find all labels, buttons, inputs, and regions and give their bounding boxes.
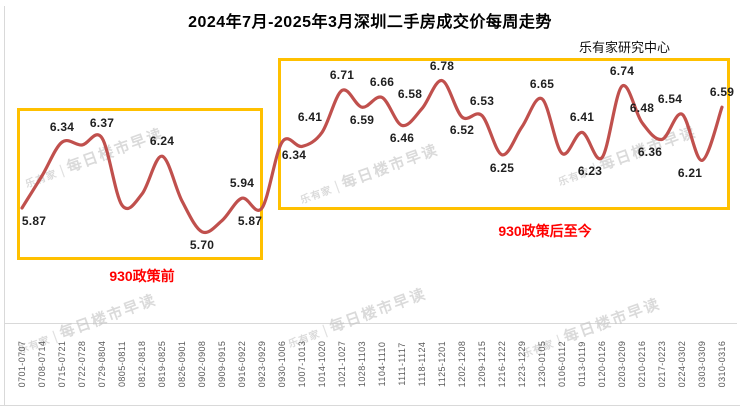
data-label: 6.53	[469, 93, 495, 108]
x-axis-label: 0916-0922	[237, 340, 247, 388]
x-axis-label: 1209-1215	[477, 340, 487, 388]
data-label: 6.23	[577, 163, 603, 178]
x-axis-label: 1007-1013	[297, 340, 307, 388]
data-label: 6.71	[329, 68, 355, 83]
x-axis-label: 0826-0901	[177, 340, 187, 388]
data-label: 6.59	[349, 113, 375, 128]
data-label: 6.65	[529, 76, 555, 91]
data-label: 6.34	[281, 148, 307, 163]
x-axis-label: 0923-0929	[257, 340, 267, 388]
x-axis-label: 0210-0216	[637, 340, 647, 388]
x-axis-label: 0203-0209	[617, 340, 627, 388]
x-axis-label: 1230-0105	[537, 340, 547, 388]
x-axis-label: 1014-1020	[317, 340, 327, 388]
data-label: 5.87	[21, 214, 47, 228]
data-label: 6.41	[297, 110, 323, 125]
x-axis-label: 1104-1110	[377, 341, 387, 387]
data-label: 6.52	[449, 123, 475, 137]
x-axis-label: 0805-0811	[117, 341, 127, 387]
data-label: 6.46	[389, 131, 415, 146]
x-axis-label: 0930-1006	[277, 340, 287, 388]
x-axis-label: 0224-0302	[677, 340, 687, 388]
data-label: 6.37	[89, 116, 115, 130]
chart-source-credit: 乐有家研究中心	[578, 40, 670, 55]
x-axis-label: 0909-0915	[217, 340, 227, 388]
data-label: 6.24	[149, 134, 175, 149]
x-axis-label: 0303-0309	[697, 340, 707, 388]
data-label: 5.94	[229, 176, 255, 191]
x-axis-line	[4, 323, 737, 324]
x-axis-label: 1125-1201	[437, 341, 447, 387]
data-label: 6.34	[49, 120, 75, 135]
data-label: 5.87	[237, 214, 263, 228]
x-axis-label: 0902-0908	[197, 340, 207, 388]
x-axis-label: 0819-0825	[157, 340, 167, 388]
x-axis-label: 0120-0126	[597, 340, 607, 388]
x-axis-label: 1028-1103	[357, 341, 367, 387]
data-label: 6.59	[709, 85, 735, 100]
data-label: 6.78	[429, 58, 455, 73]
data-label: 6.36	[637, 145, 663, 160]
data-label: 6.74	[609, 64, 635, 79]
x-axis-label: 1021-1027	[337, 340, 347, 388]
x-axis-label: 0113-0119	[577, 341, 587, 387]
data-label: 5.70	[189, 237, 215, 252]
x-axis-label: 1202-1208	[457, 340, 467, 388]
data-label: 6.21	[677, 166, 703, 181]
x-axis-label: 0106-0112	[557, 341, 567, 387]
chart-title: 2024年7月-2025年3月深圳二手房成交价每周走势	[188, 14, 552, 31]
data-label: 6.41	[569, 110, 595, 125]
x-axis-label: 0715-0721	[57, 340, 67, 388]
x-axis-label: 1118-1124	[417, 341, 427, 387]
data-label: 6.58	[397, 86, 423, 101]
x-axis-label: 1216-1222	[497, 340, 507, 388]
x-axis-label: 1111-1117	[397, 342, 407, 386]
x-axis-label: 0729-0804	[97, 340, 107, 388]
page-bottom-border	[0, 405, 740, 406]
x-axis-label: 0722-0728	[77, 340, 87, 388]
page-left-border	[4, 6, 5, 406]
data-label: 6.54	[657, 92, 683, 107]
x-axis-label: 0310-0316	[717, 340, 727, 388]
data-label: 6.25	[489, 160, 515, 175]
x-axis-label: 0812-0818	[137, 340, 147, 388]
post-policy-caption: 930政策后至今	[498, 223, 592, 239]
x-axis-label: 0701-0707	[17, 340, 27, 388]
pre-policy-caption: 930政策前	[109, 268, 175, 284]
x-axis-label: 0217-0223	[657, 340, 667, 388]
x-axis-label: 0708-0714	[37, 340, 47, 388]
x-axis-label: 1223-1229	[517, 340, 527, 388]
